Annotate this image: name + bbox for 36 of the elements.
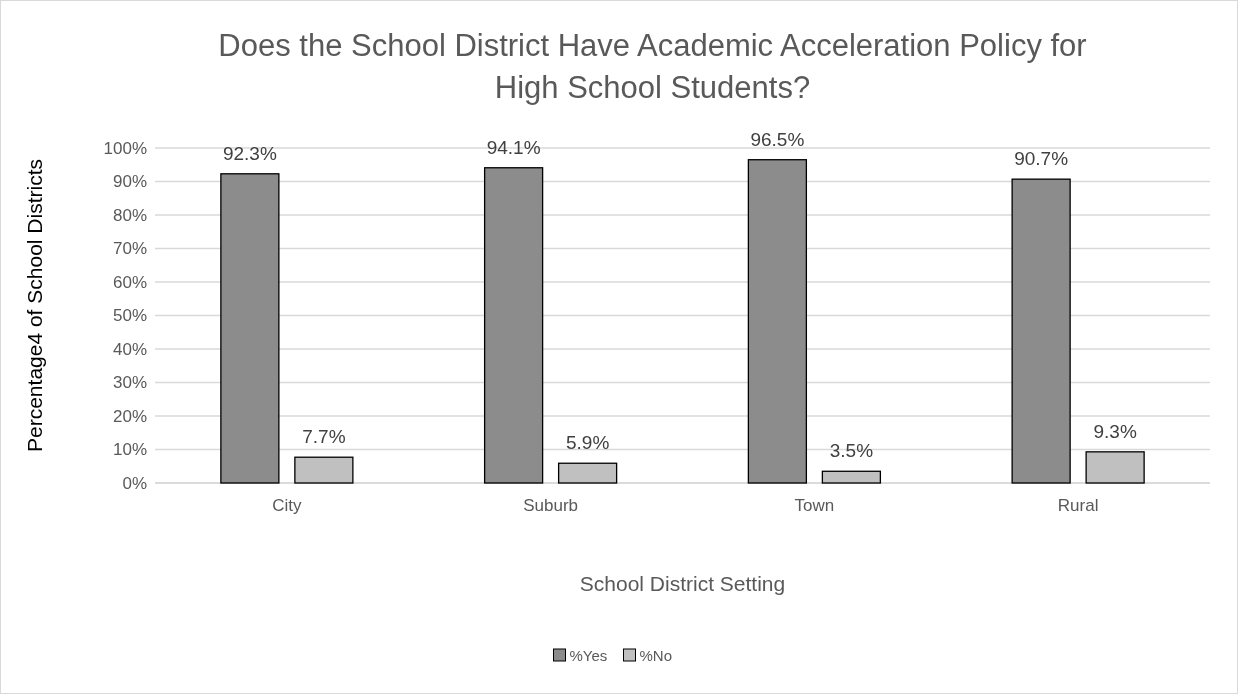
bar (294, 456, 354, 484)
bar (483, 167, 544, 484)
x-tick-label: Town (794, 496, 835, 515)
y-axis-title: Percentage4 of School Districts (23, 159, 46, 452)
y-tick-label: 80% (112, 205, 147, 225)
chart-title: Does the School District Have Academic Acceleration Policy for High School Students? (218, 28, 1087, 105)
x-tick-label: City (272, 496, 303, 515)
y-tick-label: 30% (112, 373, 147, 393)
bar (557, 462, 618, 484)
y-tick-label: 40% (112, 339, 147, 359)
data-label: 90.7% (1014, 148, 1069, 170)
y-tick-label: 10% (112, 440, 147, 460)
bar (1085, 451, 1145, 484)
data-label: 94.1% (486, 136, 541, 158)
data-label: 9.3% (1093, 420, 1137, 442)
data-label: 96.5% (750, 128, 805, 150)
y-tick-label: 90% (112, 172, 147, 192)
data-label: 92.3% (222, 142, 277, 164)
y-tick-label: 50% (112, 306, 147, 326)
y-tick-label: 0% (122, 473, 147, 493)
legend-label: %No (639, 647, 673, 665)
data-label: 5.9% (565, 432, 610, 454)
y-tick-label: 60% (112, 272, 147, 292)
y-tick-label: 100% (103, 138, 147, 158)
bar (747, 159, 808, 484)
bar (1011, 178, 1071, 484)
bar (220, 173, 280, 484)
data-label: 7.7% (302, 426, 346, 448)
bar (821, 470, 882, 484)
legend-label: %Yes (569, 647, 608, 665)
data-label: 3.5% (829, 440, 874, 462)
x-tick-label: Rural (1057, 496, 1099, 515)
y-tick-label: 70% (112, 239, 147, 259)
x-axis-title: School District Setting (579, 572, 786, 595)
y-tick-label: 20% (112, 406, 147, 426)
x-tick-label: Suburb (523, 496, 579, 515)
